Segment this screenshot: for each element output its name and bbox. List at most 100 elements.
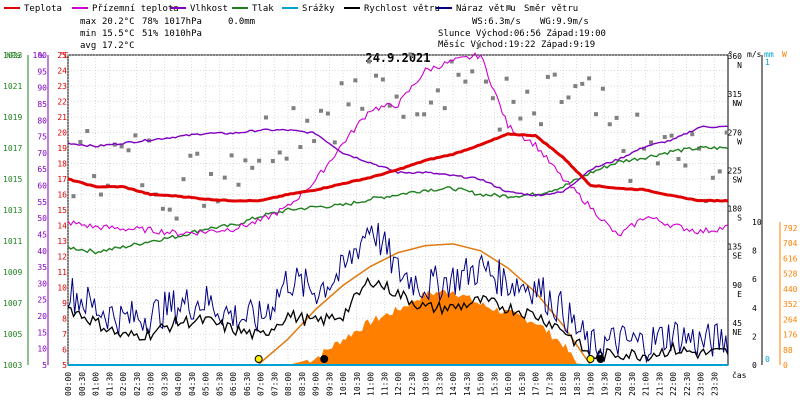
wind-direction-point	[133, 133, 138, 138]
x-tick-label: 22:00	[669, 372, 678, 396]
wind-astro-info: WS:6.3m/s WG:9.9m/s Slunce Východ:06:56 …	[438, 17, 606, 50]
time-axis-label: čas	[732, 370, 747, 380]
legend-item-smer-vetru: Směr větru	[506, 4, 578, 14]
wind-direction-point	[545, 74, 550, 79]
humidity-tick: 85	[37, 100, 47, 109]
humidity-tick: 25	[37, 296, 47, 305]
x-tick-label: 18:30	[573, 372, 582, 396]
x-tick-label: 14:30	[463, 372, 472, 396]
temperature-tick: 10	[57, 284, 67, 293]
solar-tick: 440	[783, 285, 798, 294]
x-tick-label: 20:00	[614, 372, 623, 396]
wind-direction-point	[250, 165, 255, 170]
x-tick-label: 06:00	[229, 372, 238, 396]
humidity-tick: 35	[37, 263, 47, 272]
wind-direction-point	[697, 146, 702, 151]
x-tick-label: 14:00	[449, 372, 458, 396]
wind-direction-point	[126, 148, 131, 153]
x-tick-label: 08:30	[298, 372, 307, 396]
wind-direction-point	[470, 69, 475, 74]
wind-direction-point	[408, 52, 413, 57]
moonset-marker	[320, 355, 329, 363]
x-tick-label: 18:00	[559, 372, 568, 396]
humidity-tick: 15	[37, 328, 47, 337]
wind-speed-info: WS:6.3m/s	[472, 17, 521, 27]
wind-direction-point	[209, 171, 213, 176]
legend-label-srazky: Srážky	[302, 4, 335, 14]
wind-direction-point	[642, 146, 647, 151]
solar-tick: 0	[783, 361, 788, 370]
wind-direction-point	[367, 59, 372, 64]
wind-direction-point	[78, 140, 83, 145]
direction-unit: °	[728, 50, 733, 59]
legend-item-srazky: Srážky	[282, 4, 335, 14]
wind-direction-point	[607, 122, 612, 127]
x-tick-label: 11:30	[380, 372, 389, 396]
stats-max-press: 1017hPa	[164, 17, 202, 27]
stats-min-press: 1010hPa	[164, 29, 202, 39]
direction-tick: 180	[728, 205, 743, 214]
pressure-tick: 1015	[3, 175, 22, 184]
stats-avg-temp: 17.2°C	[102, 41, 135, 51]
legend-swatch-smer-vetru	[506, 5, 511, 10]
humidity-tick: 95	[37, 67, 47, 76]
temperature-tick: 8	[62, 315, 67, 324]
temperature-tick: 5	[62, 361, 67, 370]
wind-direction-point	[442, 106, 447, 111]
wind-direction-point	[298, 145, 303, 150]
wind-direction-point	[504, 76, 509, 81]
legend-item-tlak: Tlak	[232, 4, 274, 14]
x-tick-label: 17:00	[532, 372, 541, 396]
rain-unit: mm	[764, 50, 774, 59]
wind-direction-point	[374, 73, 378, 78]
x-tick-label: 13:00	[422, 372, 431, 396]
x-tick-label: 04:00	[174, 372, 183, 396]
humidity-tick: 40	[37, 247, 47, 256]
wind-direction-point	[449, 59, 454, 64]
wind-direction-point	[85, 129, 90, 134]
direction-compass: W	[737, 137, 742, 146]
solar-tick: 528	[783, 270, 798, 279]
wind-direction-point	[305, 118, 310, 123]
wind-direction-point	[456, 72, 461, 77]
wind-direction-point	[566, 95, 571, 100]
humidity-tick: 65	[37, 165, 47, 174]
wind-direction-point	[559, 100, 564, 105]
x-tick-label: 01:00	[92, 372, 101, 396]
wind-direction-point	[477, 43, 482, 48]
x-tick-label: 16:30	[518, 372, 527, 396]
pressure-unit: hPa	[6, 51, 21, 60]
pressure-tick: 1019	[3, 113, 22, 122]
direction-tick: 45	[732, 319, 742, 328]
wind-direction-point	[525, 89, 530, 94]
legend-label-smer-vetru: Směr větru	[524, 4, 578, 14]
wind-direction-point	[484, 79, 488, 84]
x-tick-label: 00:00	[64, 372, 73, 396]
wind-direction-point	[319, 108, 323, 113]
legend-item-rychlost-vetru: Rychlost větru	[344, 4, 440, 14]
x-tick-label: 07:00	[257, 372, 266, 396]
wind-direction-point	[325, 111, 330, 116]
wind-direction-point	[683, 163, 688, 168]
series-line-naraz-vetru	[67, 222, 729, 364]
direction-tick: 360	[728, 52, 743, 61]
wind-direction-point	[167, 207, 172, 212]
x-tick-label: 05:30	[215, 372, 224, 396]
x-tick-label: 02:00	[119, 372, 128, 396]
stats-max-label: max	[80, 17, 97, 27]
x-tick-label: 13:30	[435, 372, 444, 396]
moon-info: Měsíc Východ:19:22 Západ:9:19	[438, 40, 595, 50]
wind-direction-point	[160, 206, 165, 211]
direction-tick: 315	[728, 90, 743, 99]
pressure-tick: 1021	[3, 82, 22, 91]
wind-direction-point	[140, 183, 145, 188]
wind-direction-point	[92, 174, 97, 179]
axes: hPa% °C1003100510071009101110131015101710…	[3, 50, 798, 396]
series-line-prizemni-teplota	[67, 52, 729, 237]
wind-direction-point	[532, 111, 537, 116]
wind-direction-point	[112, 142, 117, 147]
x-tick-label: 00:30	[78, 372, 87, 396]
x-tick-label: 06:30	[243, 372, 252, 396]
wind-direction-point	[497, 127, 502, 132]
temperature-tick: 18	[57, 160, 67, 169]
